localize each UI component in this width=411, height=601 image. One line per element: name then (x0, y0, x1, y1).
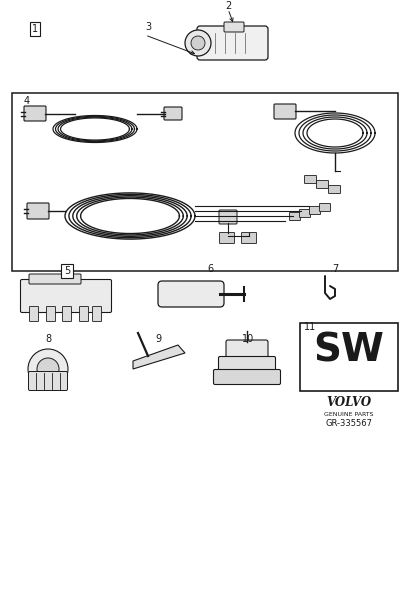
FancyBboxPatch shape (242, 233, 256, 243)
FancyBboxPatch shape (219, 233, 235, 243)
FancyBboxPatch shape (197, 26, 268, 60)
Text: GENUINE PARTS: GENUINE PARTS (324, 412, 374, 416)
Circle shape (185, 30, 211, 56)
FancyBboxPatch shape (79, 307, 88, 322)
FancyBboxPatch shape (46, 307, 55, 322)
Text: VOLVO: VOLVO (326, 397, 372, 409)
FancyBboxPatch shape (21, 279, 111, 313)
Circle shape (191, 36, 205, 50)
FancyBboxPatch shape (224, 22, 244, 32)
FancyBboxPatch shape (319, 204, 330, 212)
Text: 4: 4 (24, 96, 30, 106)
FancyBboxPatch shape (219, 210, 237, 224)
FancyBboxPatch shape (289, 213, 300, 221)
FancyBboxPatch shape (316, 180, 328, 189)
Text: 9: 9 (155, 334, 161, 344)
Text: 11: 11 (304, 322, 316, 332)
FancyBboxPatch shape (274, 104, 296, 119)
FancyBboxPatch shape (27, 203, 49, 219)
FancyBboxPatch shape (24, 106, 46, 121)
FancyBboxPatch shape (28, 371, 67, 391)
Text: 2: 2 (225, 1, 231, 11)
FancyBboxPatch shape (158, 281, 224, 307)
FancyBboxPatch shape (92, 307, 102, 322)
Text: 8: 8 (45, 334, 51, 344)
FancyBboxPatch shape (328, 186, 340, 194)
FancyBboxPatch shape (219, 356, 275, 371)
Circle shape (28, 349, 68, 389)
Polygon shape (133, 345, 185, 369)
FancyBboxPatch shape (213, 370, 280, 385)
Bar (300, 323, 398, 391)
FancyBboxPatch shape (29, 274, 81, 284)
Text: 3: 3 (145, 22, 151, 32)
FancyBboxPatch shape (305, 175, 316, 183)
FancyBboxPatch shape (62, 307, 72, 322)
Text: 7: 7 (332, 264, 338, 274)
FancyBboxPatch shape (300, 210, 310, 218)
Text: 5: 5 (64, 266, 70, 276)
Bar (12, 93, 398, 271)
FancyBboxPatch shape (164, 107, 182, 120)
Text: SW: SW (314, 332, 384, 370)
Circle shape (37, 358, 59, 380)
FancyBboxPatch shape (309, 207, 321, 215)
Text: 10: 10 (242, 334, 254, 344)
Text: 6: 6 (207, 264, 213, 274)
FancyBboxPatch shape (30, 307, 39, 322)
Text: 1: 1 (32, 24, 38, 34)
Text: GR-335567: GR-335567 (326, 419, 372, 429)
FancyBboxPatch shape (226, 340, 268, 358)
